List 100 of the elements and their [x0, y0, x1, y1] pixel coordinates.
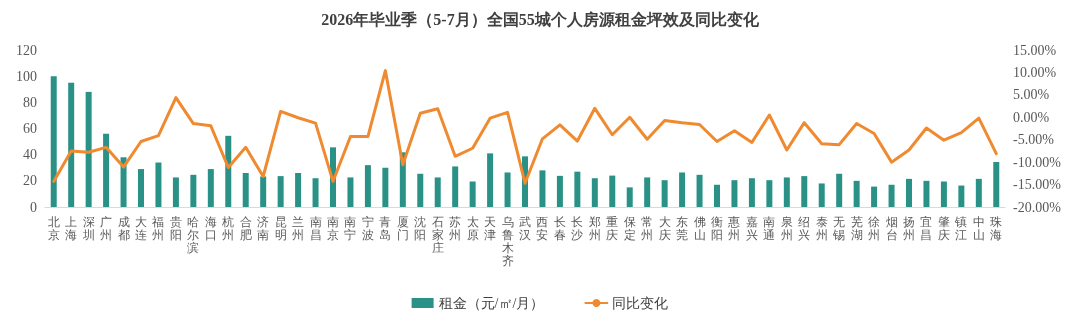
- x-tick-label: 上海: [65, 214, 78, 242]
- x-tick-label: 东莞: [676, 214, 689, 242]
- x-tick-label: 镇江: [954, 214, 968, 242]
- bar: [836, 173, 843, 207]
- line-series: [52, 69, 998, 185]
- x-tick-label: 南昌: [309, 214, 322, 242]
- y-tick-label: 20: [23, 173, 37, 189]
- bar: [190, 174, 197, 207]
- bar: [975, 178, 982, 207]
- bar: [312, 178, 319, 207]
- bar: [853, 180, 860, 207]
- x-tick-label: 大庆: [658, 214, 671, 242]
- x-tick-label: 肇庆: [937, 214, 950, 242]
- x-tick-label: 合肥: [239, 214, 252, 242]
- x-tick-label: 南京: [327, 214, 339, 242]
- x-tick-label: 泰州: [815, 214, 828, 242]
- bar: [731, 180, 738, 207]
- bar: [68, 82, 75, 207]
- bar: [923, 180, 930, 207]
- bar: [225, 135, 232, 207]
- x-tick-label: 烟台: [885, 214, 898, 242]
- bar: [783, 177, 790, 207]
- x-tick-label: 扬州: [903, 214, 915, 242]
- x-tick-label: 哈尔滨: [187, 214, 200, 255]
- x-tick-label: 大连: [135, 214, 147, 242]
- x-tick-label: 沈阳: [414, 214, 427, 242]
- bar: [696, 174, 703, 207]
- bar: [661, 180, 668, 207]
- x-tick-label: 福州: [152, 214, 165, 242]
- bar: [714, 184, 720, 207]
- bar: [120, 157, 127, 207]
- bar: [539, 170, 546, 207]
- x-tick-label: 石家庄: [431, 214, 444, 255]
- bar: [277, 176, 284, 207]
- x-tick-label: 绍兴: [798, 214, 811, 242]
- y-tick-label: 120: [16, 42, 37, 58]
- x-tick-label: 衡阳: [711, 214, 723, 242]
- y2-tick-label: -10.00%: [1013, 154, 1062, 170]
- x-tick-label: 海口: [204, 214, 217, 242]
- x-tick-label: 成都: [117, 214, 130, 242]
- x-tick-label: 常州: [641, 214, 654, 242]
- x-tick-label: 郑州: [588, 214, 601, 242]
- x-tick-label: 深圳: [81, 214, 95, 242]
- y2-tick-label: 15.00%: [1013, 42, 1057, 58]
- x-tick-label: 西安: [536, 214, 549, 242]
- bar: [242, 172, 249, 207]
- bar: [748, 178, 755, 207]
- x-tick-label: 广州: [100, 214, 113, 242]
- bar: [801, 176, 808, 207]
- x-tick-label: 天津: [484, 214, 497, 242]
- x-tick-label: 芜湖: [850, 214, 863, 242]
- y2-tick-label: 0.00%: [1013, 109, 1050, 125]
- x-tick-label: 昆明: [274, 214, 287, 242]
- x-tick-label: 徐州: [868, 214, 881, 242]
- bar: [609, 175, 616, 207]
- bar: [155, 162, 162, 207]
- bar: [574, 171, 581, 207]
- x-tick-label: 佛山: [693, 214, 706, 242]
- bar: [679, 172, 686, 207]
- x-tick-label: 贵阳: [169, 214, 182, 242]
- y2-tick-label: 10.00%: [1013, 64, 1057, 80]
- bar: [993, 161, 1000, 207]
- bar: [347, 177, 354, 207]
- x-tick-label: 保定: [623, 214, 636, 242]
- bar: [434, 177, 441, 207]
- bar: [940, 181, 947, 207]
- bar: [452, 166, 459, 207]
- x-tick-label: 长春: [553, 214, 566, 242]
- bar: [818, 183, 825, 207]
- x-tick-label: 无锡: [832, 214, 846, 242]
- x-tick-label: 宁波: [361, 214, 374, 242]
- bar: [382, 167, 389, 207]
- y2-tick-label: -15.00%: [1013, 177, 1062, 193]
- x-tick-label: 南通: [763, 214, 776, 242]
- x-tick-label: 中山: [972, 214, 985, 242]
- x-tick-label: 嘉兴: [745, 214, 758, 242]
- bar: [172, 177, 179, 207]
- y-tick-label: 60: [23, 121, 37, 136]
- x-tick-label: 太原: [466, 214, 479, 242]
- bar: [591, 178, 598, 207]
- y2-tick-label: 5.00%: [1013, 87, 1050, 103]
- bar: [364, 165, 371, 207]
- x-tick-label: 苏州: [449, 214, 462, 242]
- y2-tick-label: -20.00%: [1013, 199, 1062, 215]
- bar: [85, 91, 92, 207]
- legend-label: 同比变化: [612, 295, 669, 311]
- bar: [103, 133, 110, 207]
- bar: [504, 172, 511, 207]
- bar: [469, 181, 476, 207]
- bar: [487, 153, 494, 207]
- x-tick-label: 青岛: [379, 214, 392, 242]
- bar: [556, 175, 563, 207]
- y-tick-label: 100: [16, 68, 37, 84]
- bar: [295, 172, 302, 207]
- x-tick-label: 珠海: [990, 214, 1003, 242]
- x-tick-label: 北京: [47, 214, 60, 242]
- bar: [871, 186, 878, 207]
- x-tick-label: 宜昌: [920, 214, 933, 242]
- bar: [644, 177, 651, 207]
- x-tick-label: 泉州: [780, 214, 793, 242]
